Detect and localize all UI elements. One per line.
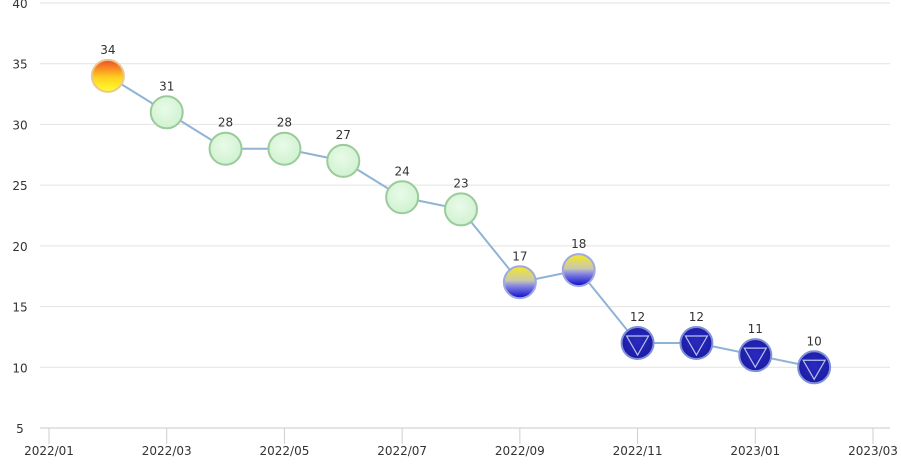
data-label: 12 [630, 310, 645, 324]
data-label: 10 [807, 334, 822, 348]
x-tick-label: 2022/11 [613, 444, 663, 458]
data-label: 27 [336, 128, 351, 142]
data-label: 28 [277, 116, 292, 130]
triangle-down-icon [743, 347, 768, 369]
data-point-marker [620, 326, 655, 360]
triangle-down-icon [684, 335, 709, 357]
y-tick-label: 10 [12, 361, 27, 375]
data-point-marker [208, 131, 243, 166]
x-tick-label: 2023/01 [730, 444, 780, 458]
data-point-marker [502, 265, 537, 300]
y-tick-label: 5 [16, 422, 24, 436]
data-label: 31 [159, 79, 174, 93]
y-tick-label: 30 [12, 118, 27, 132]
data-point-marker [326, 143, 361, 178]
y-tick-label: 15 [12, 301, 27, 315]
data-point-marker [90, 58, 125, 93]
y-tick-label: 35 [12, 58, 27, 72]
triangle-down-icon [802, 359, 827, 381]
data-label: 12 [689, 310, 704, 324]
x-tick-label: 2022/03 [142, 444, 192, 458]
data-point-marker [444, 192, 478, 227]
data-label: 23 [453, 176, 468, 190]
x-tick-label: 2022/09 [495, 444, 545, 458]
y-tick-label: 40 [12, 0, 27, 11]
x-tick-label: 2022/01 [24, 444, 74, 458]
data-label: 24 [395, 164, 410, 178]
data-point-marker [385, 180, 420, 215]
data-point-marker [738, 338, 773, 373]
data-point-marker [679, 326, 714, 360]
triangle-down-icon [625, 335, 650, 357]
data-label: 18 [571, 237, 586, 251]
x-tick-label: 2023/03 [848, 444, 898, 458]
data-label: 11 [748, 322, 763, 336]
y-tick-label: 20 [12, 240, 27, 254]
data-point-marker [797, 350, 832, 385]
data-point-marker [267, 131, 302, 166]
data-point-marker [149, 95, 184, 130]
x-tick-label: 2022/07 [377, 444, 427, 458]
data-label: 34 [100, 43, 115, 57]
x-tick-label: 2022/05 [259, 444, 309, 458]
data-point-marker [561, 253, 596, 288]
data-label: 17 [512, 249, 527, 263]
y-tick-label: 25 [12, 179, 27, 193]
data-label: 28 [218, 116, 233, 130]
